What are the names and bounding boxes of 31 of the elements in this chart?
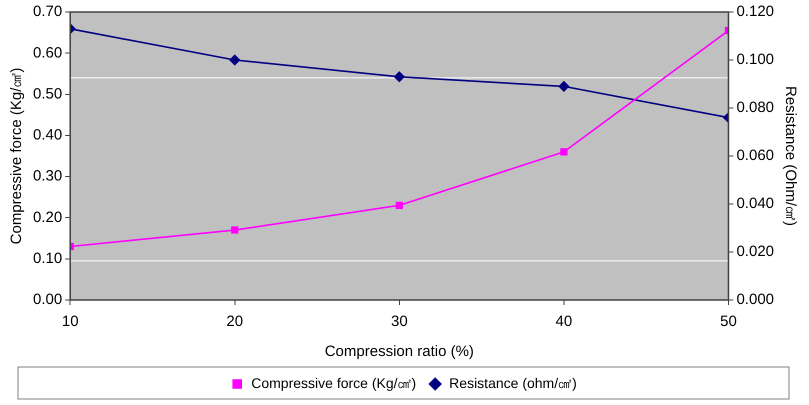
y-tick-label: 0.30 bbox=[32, 168, 62, 185]
y2-tick-label: 0.100 bbox=[736, 51, 774, 68]
point bbox=[231, 226, 238, 234]
legend-label: Compressive force (Kg/㎠) bbox=[251, 374, 416, 391]
y2-tick-label: 0.080 bbox=[736, 99, 774, 116]
y-tick-label: 0.20 bbox=[32, 208, 62, 226]
x-tick-label: 40 bbox=[556, 313, 572, 330]
x-tick-label: 10 bbox=[62, 313, 79, 330]
y-tick-label: 0.60 bbox=[32, 44, 62, 62]
y2-tick-label: 0.060 bbox=[736, 147, 774, 164]
y2-tick-label: 0.040 bbox=[736, 195, 774, 212]
x-tick-label: 20 bbox=[226, 313, 244, 330]
y-tick-label: 0.10 bbox=[32, 250, 62, 267]
y2-tick-label: 0.000 bbox=[736, 291, 774, 308]
y-tick-label: 0.50 bbox=[32, 85, 62, 102]
x-tick-label: 30 bbox=[390, 313, 408, 330]
y2-tick-label: 0.020 bbox=[736, 243, 774, 260]
point bbox=[394, 72, 405, 82]
point bbox=[560, 148, 568, 156]
y2-tick-label: 0.120 bbox=[736, 3, 774, 20]
legend-label: Resistance (ohm/㎠) bbox=[449, 374, 577, 391]
y-axis-title: Compressive force (Kg/㎠) bbox=[8, 68, 26, 244]
point bbox=[229, 54, 240, 66]
x-axis-title: Compression ratio (%) bbox=[324, 343, 474, 360]
x-tick-label: 50 bbox=[720, 313, 737, 330]
y2-axis-title: Resistance (Ohm/㎠) bbox=[782, 86, 799, 226]
point bbox=[558, 81, 570, 92]
y-tick-label: 0.40 bbox=[32, 126, 62, 144]
y-tick-label: 0.00 bbox=[32, 291, 62, 308]
point bbox=[396, 202, 403, 209]
y-tick-label: 0.70 bbox=[32, 3, 62, 20]
